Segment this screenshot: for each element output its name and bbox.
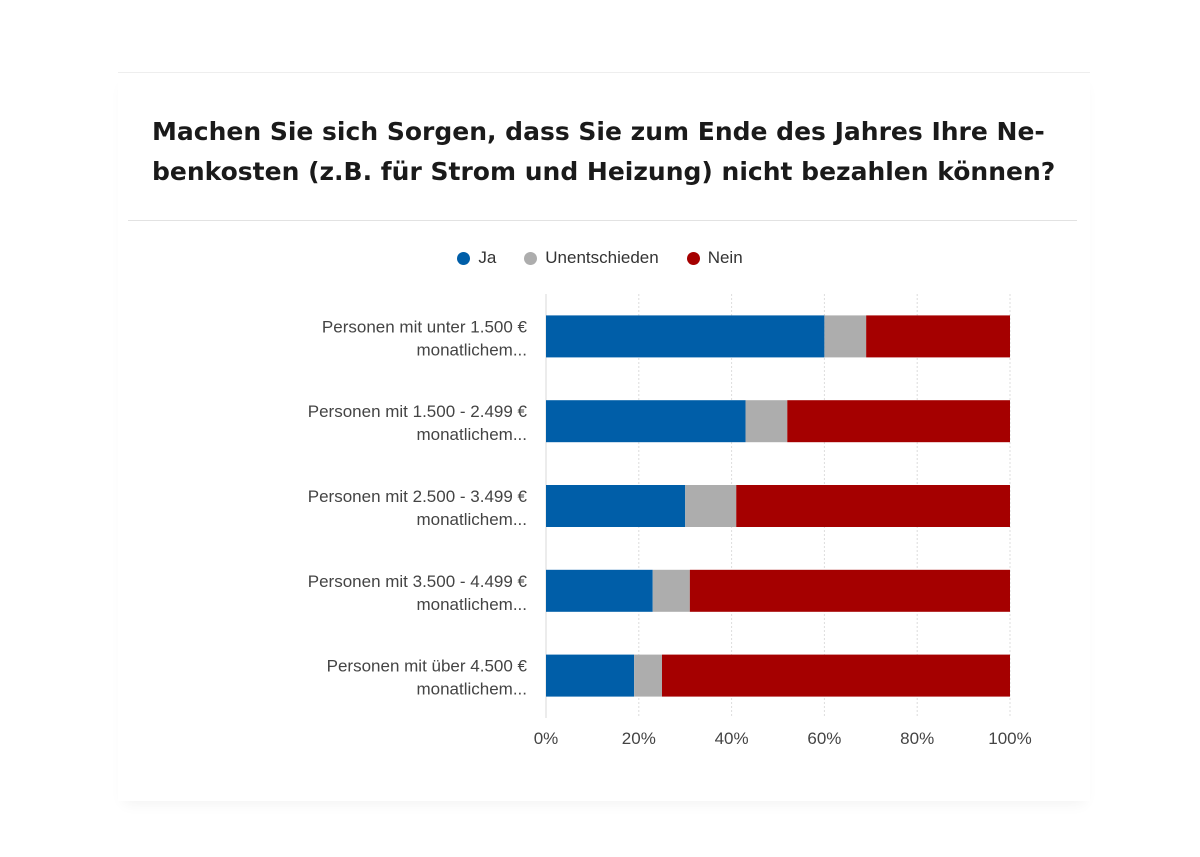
category-label: monatlichem... <box>416 340 527 359</box>
x-tick-label: 80% <box>900 729 934 748</box>
category-label: Personen mit 2.500 - 3.499 € <box>308 487 528 506</box>
legend-label: Ja <box>478 248 497 267</box>
chart-title: Machen Sie sich Sorgen, dass Sie zum End… <box>152 112 1072 192</box>
bar-segment-ja <box>546 315 825 358</box>
legend-label: Unentschieden <box>545 248 659 267</box>
legend-label: Nein <box>707 248 743 267</box>
category-label: Personen mit 1.500 - 2.499 € <box>308 402 528 421</box>
bar-segment-nein <box>866 315 1010 358</box>
x-tick-label: 20% <box>622 729 656 748</box>
bar-segment-ja <box>546 485 686 527</box>
legend-dot-icon <box>457 251 471 265</box>
bar-segment-nein <box>662 654 1010 697</box>
legend-item: Ja <box>457 248 496 268</box>
bar-segment-nein <box>787 400 1010 443</box>
bar-segment-unentschieden <box>634 654 662 697</box>
legend: Ja Unentschieden Nein <box>0 248 1200 268</box>
x-tick-label: 0% <box>534 729 559 748</box>
category-label: monatlichem... <box>416 680 527 699</box>
legend-item: Unentschieden <box>524 248 659 268</box>
bar-segment-unentschieden <box>824 315 867 358</box>
x-tick-label: 100% <box>988 729 1031 748</box>
bar-segment-unentschieden <box>745 400 788 443</box>
bar-segment-nein <box>736 485 1010 527</box>
bar-segment-ja <box>546 654 635 697</box>
x-tick-label: 60% <box>807 729 841 748</box>
bar-segment-unentschieden <box>652 569 690 612</box>
legend-dot-icon <box>686 251 700 265</box>
title-line-1: Machen Sie sich Sorgen, dass Sie zum End… <box>152 117 1045 146</box>
category-label: monatlichem... <box>416 510 527 529</box>
category-label: Personen mit 3.500 - 4.499 € <box>308 572 528 591</box>
legend-item: Nein <box>686 248 743 268</box>
category-label: monatlichem... <box>416 425 527 444</box>
bar-segment-ja <box>546 400 746 443</box>
category-label: Personen mit unter 1.500 € <box>322 317 528 336</box>
title-divider <box>128 220 1077 221</box>
legend-dot-icon <box>524 251 538 265</box>
category-label: Personen mit über 4.500 € <box>327 657 528 676</box>
bar-segment-ja <box>546 569 653 612</box>
title-line-2: benkosten (z.B. für Strom und Heizung) n… <box>152 157 1056 186</box>
bar-segment-nein <box>689 569 1010 612</box>
x-tick-label: 40% <box>715 729 749 748</box>
category-label: monatlichem... <box>416 595 527 614</box>
bar-segment-unentschieden <box>685 485 737 527</box>
